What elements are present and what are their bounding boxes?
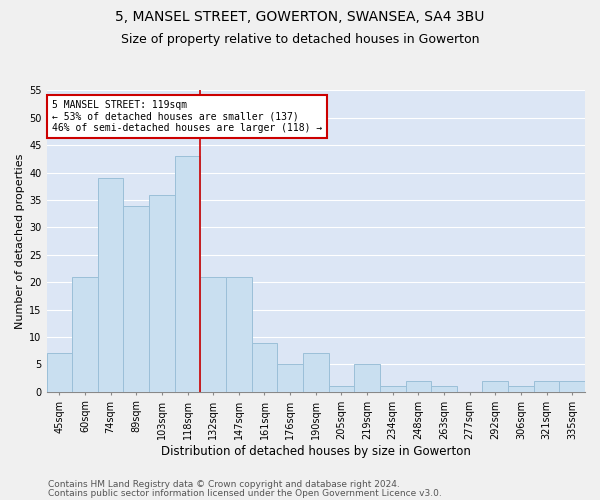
Bar <box>354 364 380 392</box>
Bar <box>98 178 124 392</box>
Bar <box>534 381 559 392</box>
Bar <box>559 381 585 392</box>
Bar <box>431 386 457 392</box>
Text: Size of property relative to detached houses in Gowerton: Size of property relative to detached ho… <box>121 32 479 46</box>
Bar <box>124 206 149 392</box>
Bar <box>200 277 226 392</box>
Bar <box>277 364 303 392</box>
Text: 5, MANSEL STREET, GOWERTON, SWANSEA, SA4 3BU: 5, MANSEL STREET, GOWERTON, SWANSEA, SA4… <box>115 10 485 24</box>
Bar <box>482 381 508 392</box>
Bar <box>47 354 72 392</box>
Bar <box>251 342 277 392</box>
Bar <box>329 386 354 392</box>
Bar <box>149 194 175 392</box>
Bar <box>175 156 200 392</box>
Text: Contains public sector information licensed under the Open Government Licence v3: Contains public sector information licen… <box>48 488 442 498</box>
Bar <box>226 277 251 392</box>
Text: Contains HM Land Registry data © Crown copyright and database right 2024.: Contains HM Land Registry data © Crown c… <box>48 480 400 489</box>
Bar <box>406 381 431 392</box>
X-axis label: Distribution of detached houses by size in Gowerton: Distribution of detached houses by size … <box>161 444 471 458</box>
Bar <box>72 277 98 392</box>
Bar <box>380 386 406 392</box>
Bar <box>508 386 534 392</box>
Text: 5 MANSEL STREET: 119sqm
← 53% of detached houses are smaller (137)
46% of semi-d: 5 MANSEL STREET: 119sqm ← 53% of detache… <box>52 100 322 132</box>
Y-axis label: Number of detached properties: Number of detached properties <box>15 154 25 329</box>
Bar <box>303 354 329 392</box>
